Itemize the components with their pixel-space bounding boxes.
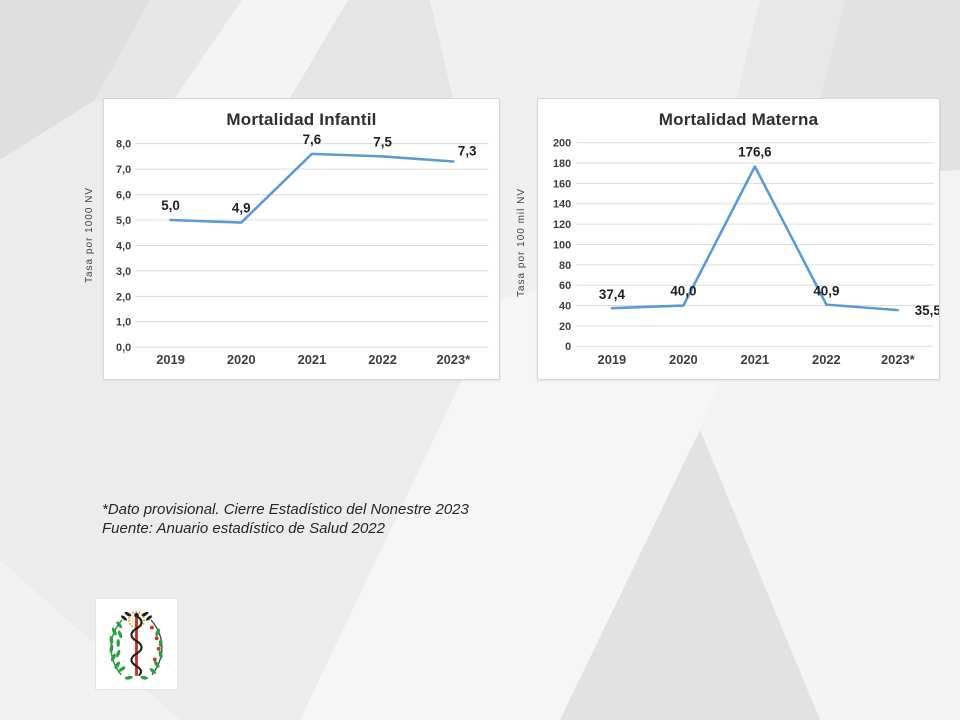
x-category-label: 2020: [227, 352, 256, 367]
y-tick-label: 0: [565, 341, 571, 353]
data-label: 5,0: [161, 198, 180, 213]
data-label: 176,6: [738, 145, 772, 160]
x-category-label: 2022: [812, 352, 841, 367]
y-tick-label: 100: [553, 239, 571, 251]
y-tick-label: 7,0: [116, 164, 131, 176]
chart-panel-mortalidad-materna: 0 20 40 60 80 100 120 140 160 180 200 2019 2020 2021 2…: [537, 98, 940, 380]
x-category-label: 2022: [368, 352, 397, 367]
chart-title-mortalidad-materna: Mortalidad Materna: [658, 110, 819, 129]
x-category-label: 2021: [741, 352, 770, 367]
x-category-label: 2020: [669, 352, 698, 367]
x-category-label: 2019: [156, 352, 185, 367]
line-chart-mortalidad-materna: 0 20 40 60 80 100 120 140 160 180 200 2019 2020 2021 2…: [553, 138, 939, 367]
data-label: 4,9: [232, 201, 251, 216]
y-tick-label: 6,0: [116, 190, 131, 202]
y-tick-label: 60: [559, 280, 571, 292]
footnote-line-1: *Dato provisional. Cierre Estadístico de…: [102, 501, 469, 518]
y-tick-label: 3,0: [116, 266, 131, 278]
y-tick-label: 180: [553, 158, 571, 170]
data-label: 7,3: [458, 144, 477, 159]
y-tick-label: 160: [553, 178, 571, 190]
y-tick-label: 200: [553, 138, 571, 150]
x-category-label: 2021: [298, 352, 327, 367]
x-category-label: 2023*: [436, 352, 470, 367]
y-axis-label-materna: Tasa por 100 mil NV: [516, 187, 527, 298]
y-tick-label: 0,0: [116, 342, 131, 354]
logo-box: [95, 598, 178, 690]
chart-title-mortalidad-infantil: Mortalidad Infantil: [226, 110, 377, 129]
y-tick-label: 8,0: [116, 139, 131, 151]
data-label: 35,5: [915, 303, 939, 318]
y-tick-label: 20: [559, 321, 571, 333]
line-chart-mortalidad-infantil: 0,0 1,0 2,0 3,0 4,0 5,0 6,0 7,0 8,0 2019 2020 2021 2…: [116, 132, 489, 367]
footnote-line-2: Fuente: Anuario estadístico de Salud 202…: [102, 520, 385, 537]
y-tick-label: 120: [553, 219, 571, 231]
x-category-label: 2023*: [881, 352, 915, 367]
y-tick-label: 5,0: [116, 215, 131, 227]
series-line: [610, 165, 900, 312]
chart-panel-mortalidad-infantil: 0,0 1,0 2,0 3,0 4,0 5,0 6,0 7,0 8,0 2019 2020 2021 2…: [103, 98, 500, 380]
data-label: 7,6: [303, 132, 322, 147]
y-tick-label: 40: [559, 300, 571, 312]
y-axis-label-infantil: Tasa por 1000 NV: [84, 186, 95, 284]
y-tick-label: 2,0: [116, 291, 131, 303]
y-tick-label: 1,0: [116, 317, 131, 329]
medical-emblem-icon: [96, 599, 177, 689]
data-label: 7,5: [373, 134, 392, 149]
x-category-label: 2019: [598, 352, 627, 367]
y-tick-label: 4,0: [116, 240, 131, 252]
footnote: *Dato provisional. Cierre Estadístico de…: [102, 500, 469, 538]
data-label: 40,9: [813, 284, 839, 299]
data-label: 37,4: [599, 287, 626, 302]
y-tick-label: 140: [553, 199, 571, 211]
series-line: [169, 152, 455, 224]
data-label: 40,0: [670, 284, 696, 299]
y-tick-label: 80: [559, 260, 571, 272]
